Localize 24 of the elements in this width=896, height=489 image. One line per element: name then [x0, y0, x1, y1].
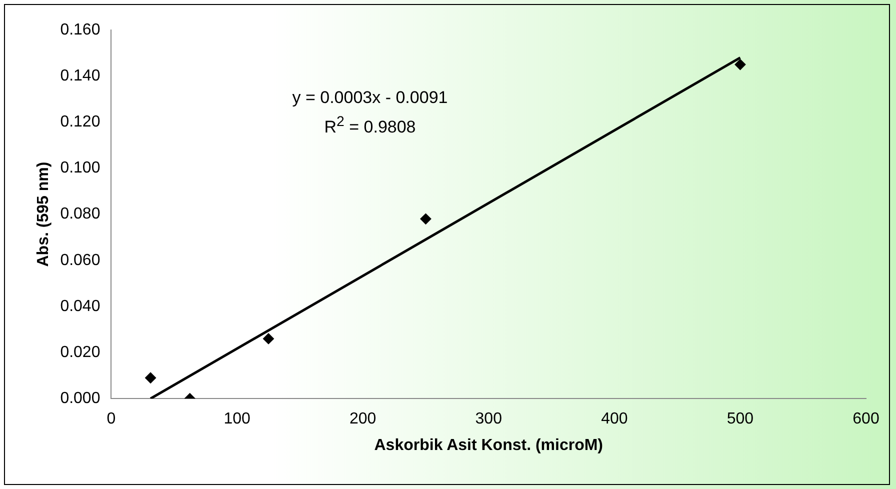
annotation: y = 0.0003x - 0.0091	[291, 87, 449, 109]
point	[734, 59, 746, 70]
y-tick-label: 0.040	[60, 298, 100, 315]
x-tick-label: 100	[224, 410, 250, 428]
point	[420, 213, 432, 224]
y-axis-title: Abs. (595 nm)	[35, 162, 52, 267]
x-tick-label: 300	[475, 410, 502, 428]
x-axis-title: Askorbik Asit Konst. (microM)	[374, 436, 603, 454]
x-tick-label: 200	[349, 410, 376, 428]
annotation: R$^{2}$ = 0.9808	[323, 113, 417, 139]
x-tick-label: 0	[106, 410, 116, 428]
y-tick-label: 0.080	[60, 206, 100, 223]
y-tick-label: 0.020	[60, 344, 100, 361]
y-tick-label: 0.140	[60, 67, 100, 84]
y-tick-label: 0.000	[60, 390, 100, 408]
point	[145, 372, 156, 384]
y-tick-label: 0.060	[60, 252, 100, 269]
x-tick-label: 400	[601, 410, 628, 428]
y-tick-label: 0.160	[60, 21, 100, 38]
y-tick-label: 0.100	[60, 160, 100, 177]
point	[262, 333, 274, 344]
x-tick-label: 600	[852, 410, 880, 428]
x-tick-label: 500	[726, 410, 754, 428]
y-tick-label: 0.120	[60, 114, 100, 131]
